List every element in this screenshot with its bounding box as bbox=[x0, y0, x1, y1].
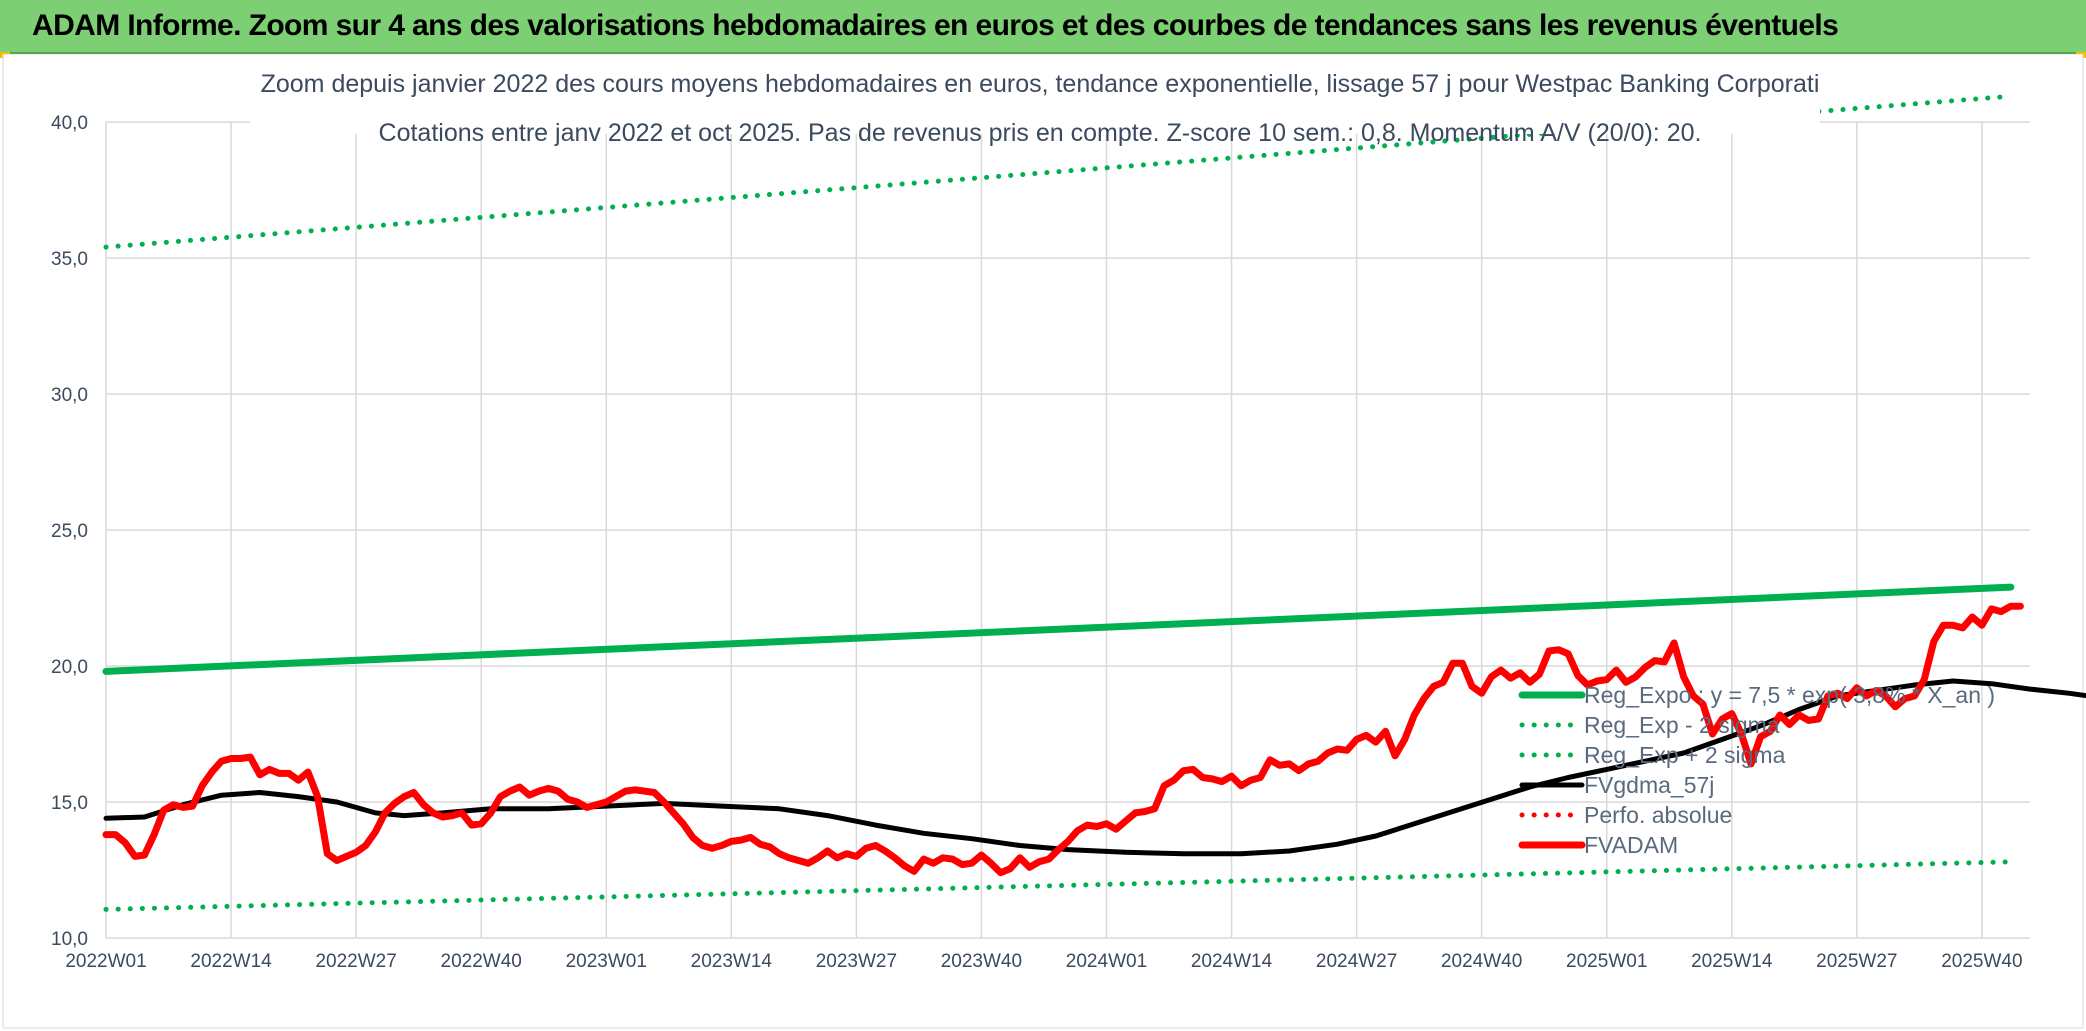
y-tick-label: 15,0 bbox=[51, 793, 88, 814]
chart-title-line-1: Zoom depuis janvier 2022 des cours moyen… bbox=[261, 70, 1820, 98]
x-tick-label: 2024W27 bbox=[1316, 951, 1397, 972]
x-tick-label: 2024W14 bbox=[1191, 951, 1273, 972]
legend-label-4: Perfo. absolue bbox=[1584, 802, 1732, 828]
y-axis: 10,0 15,0 20,0 25,0 30,0 35,0 40,0 bbox=[51, 113, 88, 950]
legend-label-1: Reg_Exp - 2 sigma bbox=[1584, 712, 1780, 738]
grid-horizontal bbox=[106, 121, 2030, 939]
x-tick-label: 2025W27 bbox=[1816, 951, 1897, 972]
y-tick-label: 25,0 bbox=[51, 521, 88, 542]
y-tick-label: 20,0 bbox=[51, 657, 88, 678]
legend-label-2: Reg_Exp + 2 sigma bbox=[1584, 742, 1786, 768]
chart-border bbox=[2, 54, 2084, 1029]
x-tick-label: 2023W40 bbox=[941, 951, 1022, 972]
chart-title-group: Zoom depuis janvier 2022 des cours moyen… bbox=[250, 62, 1820, 147]
chart-area: 10,015,020,025,030,035,040,0 2022W01 2022… bbox=[2, 54, 2086, 1029]
legend: Reg_Expo : y = 7,5 * exp( 3,8% * X_an ) R… bbox=[1518, 682, 1995, 858]
x-tick-label: 2025W40 bbox=[1941, 951, 2022, 972]
y-tick-label: 35,0 bbox=[51, 249, 88, 270]
x-tick-label: 2022W14 bbox=[190, 951, 272, 972]
x-tick-label: 2024W40 bbox=[1441, 951, 1522, 972]
series-line-0 bbox=[102, 583, 2015, 675]
x-tick-label: 2025W14 bbox=[1691, 951, 1773, 972]
legend-label-5: FVADAM bbox=[1584, 832, 1678, 858]
x-tick-label: 2023W14 bbox=[691, 951, 773, 972]
page-title: ADAM Informe. Zoom sur 4 ans des valoris… bbox=[32, 9, 1839, 42]
x-tick-label: 2025W01 bbox=[1566, 951, 1647, 972]
series-line-5 bbox=[102, 602, 2024, 877]
chart-title-line-2: Cotations entre janv 2022 et oct 2025. P… bbox=[379, 119, 1702, 147]
series-layer bbox=[102, 93, 2086, 912]
y-tick-label: 40,0 bbox=[51, 113, 88, 134]
x-tick-label: 2023W27 bbox=[816, 951, 897, 972]
x-tick-label: 2022W27 bbox=[315, 951, 396, 972]
x-tick-label: 2022W40 bbox=[441, 951, 522, 972]
x-tick-label: 2023W01 bbox=[566, 951, 647, 972]
x-tick-label: 2022W01 bbox=[65, 951, 146, 972]
legend-label-3: FVgdma_57j bbox=[1584, 772, 1714, 798]
series-line-3 bbox=[103, 678, 2086, 857]
header-bar: ADAM Informe. Zoom sur 4 ans des valoris… bbox=[0, 0, 2086, 54]
y-tick-label: 10,0 bbox=[51, 929, 88, 950]
title-bg-2 bbox=[250, 98, 1820, 134]
x-axis: 2022W01 2022W14 2022W27 2022W40 2023W01 2023W… bbox=[65, 951, 2022, 972]
legend-label-0: Reg_Expo : y = 7,5 * exp( 3,8% * X_an ) bbox=[1584, 682, 1995, 708]
x-tick-label: 2024W01 bbox=[1066, 951, 1147, 972]
title-bg-1 bbox=[250, 62, 1820, 98]
y-tick-label: 30,0 bbox=[51, 385, 88, 406]
series-line-2 bbox=[103, 93, 2014, 250]
